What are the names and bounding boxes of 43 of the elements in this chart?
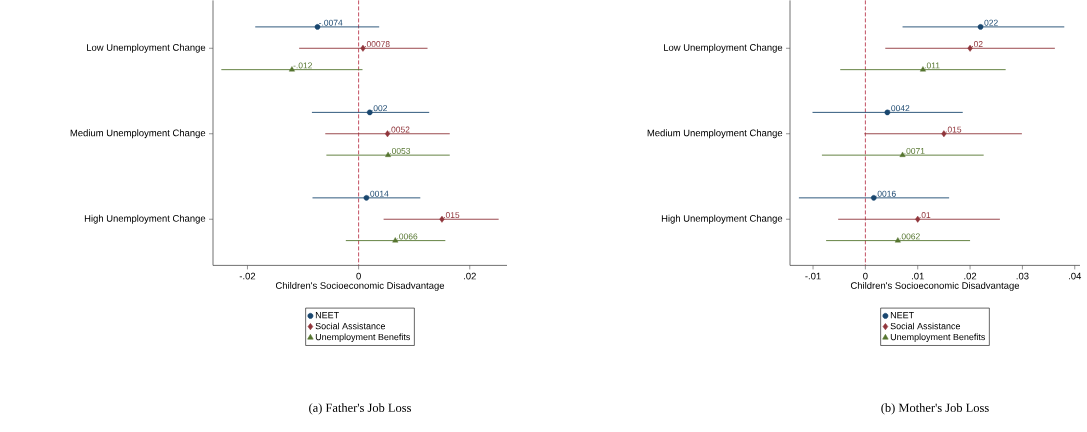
y-tick-label: High Unemployment Change	[84, 214, 206, 224]
data-label: .0066	[397, 233, 418, 240]
data-label: -.0074	[319, 19, 343, 26]
text: (b) Mother's Job Loss	[881, 403, 989, 415]
data-label: .0016	[875, 190, 896, 197]
data-label: .011	[924, 62, 940, 69]
x-tick-label: 0	[356, 272, 361, 280]
data-label: .022	[982, 19, 998, 26]
x-tick-label: 0	[863, 272, 868, 280]
y-tick-label: High Unemployment Change	[661, 214, 783, 224]
y-tick-label: Medium Unemployment Change	[647, 129, 783, 138]
legend-label: Unemployment Benefits	[315, 333, 411, 342]
x-axis-title: Children's Socioeconomic Disadvantage	[275, 281, 445, 291]
data-label: .015	[945, 126, 962, 133]
y-tick-label: Low Unemployment Change	[87, 43, 206, 53]
legend-label: Social Assistance	[315, 322, 386, 330]
data-label: .002	[371, 105, 387, 111]
data-label: .015	[443, 211, 460, 218]
data-label: .0071	[904, 147, 925, 154]
data-label: -.012	[293, 62, 312, 69]
data-label: .0062	[899, 233, 920, 240]
x-axis-title: Children's Socioeconomic Disadvantage	[850, 281, 1020, 291]
x-tick-label: -.02	[239, 272, 256, 280]
x-tick-label: .03	[1016, 272, 1029, 280]
legend-label: Social Assistance	[890, 322, 961, 330]
y-tick-label: Medium Unemployment Change	[70, 129, 206, 138]
data-label: .0053	[390, 147, 411, 154]
x-tick-label: -.01	[805, 272, 821, 280]
data-label: .00078	[364, 40, 390, 47]
data-label: .0052	[389, 126, 410, 133]
text: (a) Father's Job Loss	[309, 403, 411, 415]
data-label: .0042	[889, 105, 910, 111]
data-label: .01	[919, 211, 931, 218]
data-label: .0014	[368, 190, 389, 197]
legend-label: NEET	[315, 311, 339, 319]
x-tick-label: .01	[912, 272, 924, 280]
legend-label: Unemployment Benefits	[890, 333, 986, 342]
legend-label: NEET	[890, 311, 914, 319]
y-tick-label: Low Unemployment Change	[664, 43, 783, 53]
x-tick-label: .02	[464, 272, 476, 280]
x-tick-label: .04	[1069, 272, 1082, 280]
x-tick-label: .02	[964, 272, 977, 280]
data-label: .02	[972, 40, 983, 47]
